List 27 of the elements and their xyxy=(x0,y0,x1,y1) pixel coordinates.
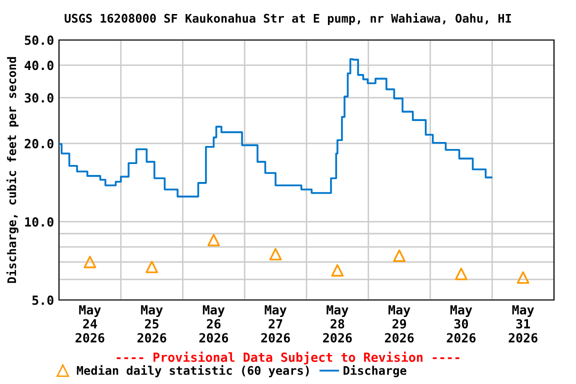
point xyxy=(269,248,282,260)
point xyxy=(454,268,468,280)
point xyxy=(393,250,406,262)
x-tick-label: May 27 2026 xyxy=(261,305,290,343)
text: ---- Provisional Data Subject to Revision ---- xyxy=(116,352,460,364)
point xyxy=(331,264,344,277)
x-tick-label: May 26 2026 xyxy=(199,305,228,343)
y-tick-label: 40.0 xyxy=(24,60,54,70)
y-tick-label: 20.0 xyxy=(24,138,54,148)
x-tick-label: May 30 2026 xyxy=(446,305,476,343)
y-tick-label: 5.0 xyxy=(32,295,54,305)
point xyxy=(207,234,220,246)
point xyxy=(146,260,158,274)
x-tick-label: May 29 2026 xyxy=(384,305,414,343)
y-axis-title: Discharge, cubic feet per second xyxy=(6,57,18,283)
x-tick-label: May 31 2026 xyxy=(508,305,538,343)
chart-title: USGS 16208000 SF Kaukonahua Str at E pump, nr Wahiawa, Oahu, HI xyxy=(64,12,511,26)
point xyxy=(84,256,96,268)
x-tick-label: May 28 2026 xyxy=(323,305,352,343)
point xyxy=(516,271,530,284)
x-tick-label: May 25 2026 xyxy=(137,305,166,343)
y-tick-label: 10.0 xyxy=(25,217,54,227)
y-tick-label: 30.0 xyxy=(24,93,54,103)
legend-label: Median daily statistic (60 years) xyxy=(76,365,309,378)
y-tick-label: 50.0 xyxy=(24,35,54,45)
x-tick-label: May 24 2026 xyxy=(76,305,104,343)
legend-label: Discharge xyxy=(344,365,406,378)
